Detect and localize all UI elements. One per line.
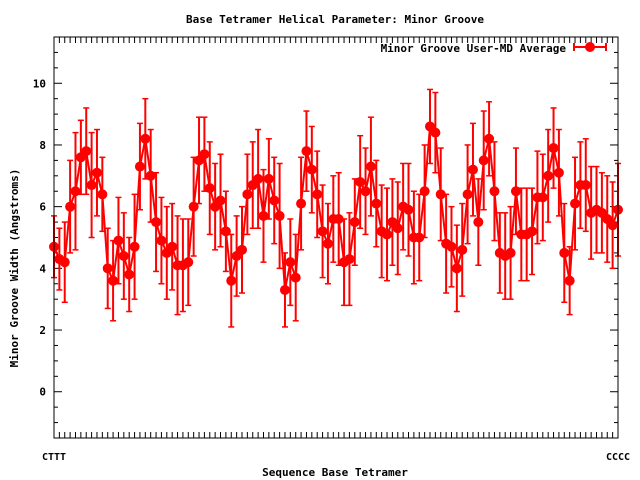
data-point [296,198,307,209]
data-point [274,210,285,221]
data-point [322,238,333,249]
legend-label: Minor Groove User-MD Average [381,42,567,55]
data-point [145,170,156,181]
data-point [457,244,468,255]
data-point [108,275,119,286]
y-tick-label: 6 [39,201,46,214]
data-point [344,254,355,265]
data-point [548,143,559,154]
data-point [301,146,312,157]
data-point [462,189,473,200]
data-point [543,170,554,181]
data-point [360,186,371,197]
data-point [86,180,97,191]
data-point [242,189,253,200]
data-point [312,189,323,200]
data-point [269,195,280,206]
data-point [102,263,113,274]
y-tick-label: 2 [39,324,46,337]
data-point [355,176,366,187]
x-axis [53,37,619,438]
data-point [70,186,81,197]
data-point [279,284,290,295]
data-point [365,161,376,172]
data-point [129,241,140,252]
data-point [258,210,269,221]
data-point [167,241,178,252]
y-tick-label: 8 [39,139,46,152]
data-point [478,155,489,166]
data-point [253,173,264,184]
data-point [156,235,167,246]
data-point [527,226,538,237]
data-point [59,257,70,268]
data-point [570,198,581,209]
data-point [81,146,92,157]
data-point [65,201,76,212]
data-point [97,189,108,200]
data-point [607,220,618,231]
data-point [140,133,151,144]
data-point [580,180,591,191]
legend-marker [585,42,595,52]
data-point [505,247,516,258]
data-point [510,186,521,197]
data-point [183,257,194,268]
x-tick-label-first: CTTT [42,452,66,463]
y-axis-label: Minor Groove Width (Angstroms) [8,169,21,368]
data-point [473,217,484,228]
data-point [537,192,548,203]
data-point [446,241,457,252]
data-point [333,213,344,224]
data-point [451,263,462,274]
data-point [371,198,382,209]
data-point [290,272,301,283]
y-tick-label: 0 [39,386,46,399]
data-point [91,167,102,178]
data-point [199,149,210,160]
data-point [382,229,393,240]
data-point [237,244,247,255]
data-point [124,269,135,280]
data-point [113,235,124,246]
data-point [204,183,215,194]
data-point [220,226,231,237]
data-point [553,167,564,178]
data-point [118,251,129,262]
data-point [317,226,328,237]
data-point [263,173,274,184]
data-point [430,127,441,138]
data-point [435,189,446,200]
data-point [285,257,296,268]
series-layer [49,88,623,328]
data-point [489,186,500,197]
data-point [419,186,430,197]
x-axis-label: Sequence Base Tetramer [262,466,408,479]
data-point [349,217,360,228]
data-point [188,201,199,212]
data-point [414,232,425,243]
x-tick-label-last: CCCC [606,452,630,463]
data-point [215,195,226,206]
legend: Minor Groove User-MD Average [381,42,607,55]
data-point [484,133,495,144]
chart-title: Base Tetramer Helical Parameter: Minor G… [186,13,484,26]
y-tick-label: 10 [33,77,46,90]
data-point [392,223,403,234]
data-point [134,161,145,172]
data-point [306,164,317,175]
plot-frame [53,36,619,439]
data-point [559,247,570,258]
data-point [151,217,162,228]
data-point [564,275,575,286]
data-point [467,164,478,175]
y-tick-label: 4 [39,262,46,275]
data-point [226,275,237,286]
data-point [403,204,414,215]
